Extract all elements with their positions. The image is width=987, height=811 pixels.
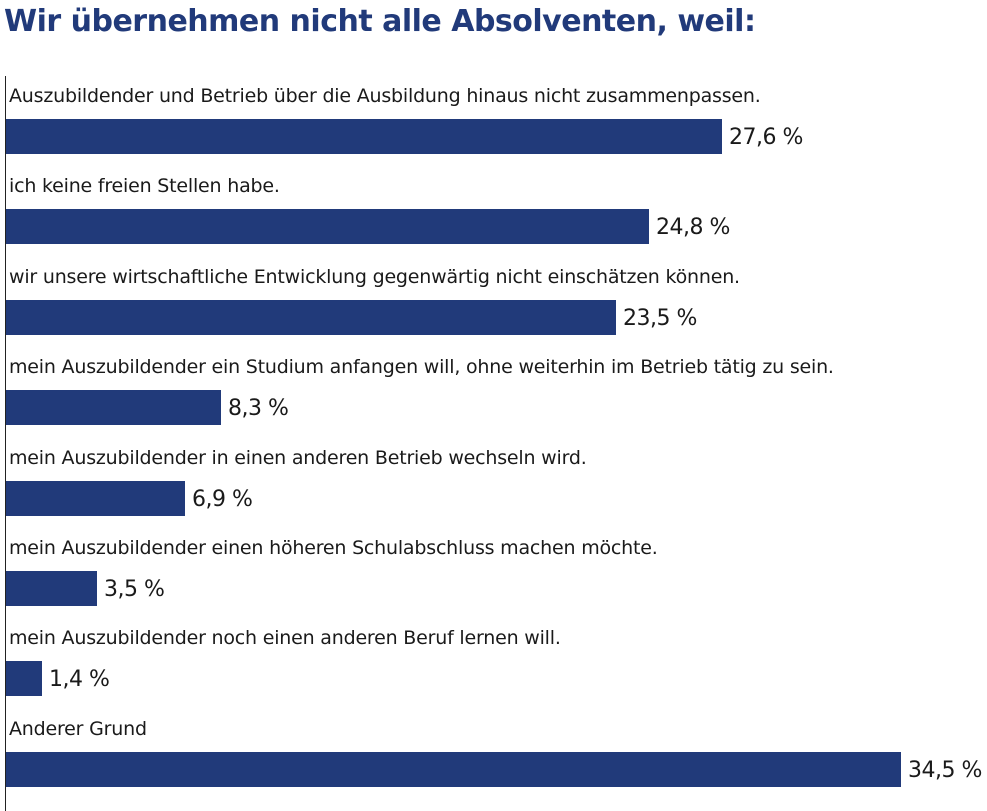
bar [6, 209, 649, 245]
category-label: Auszubildender und Betrieb über die Ausb… [9, 85, 761, 107]
category-label: mein Auszubildender in einen anderen Bet… [9, 446, 587, 469]
category-label: mein Auszubildender noch einen anderen B… [9, 627, 561, 650]
bar [6, 751, 901, 787]
category-label: ich keine freien Stellen habe. [9, 175, 280, 198]
bar-value-label: 27,6 % [729, 125, 803, 150]
bar [6, 390, 221, 426]
bar [6, 480, 185, 516]
bar-value-label: 23,5 % [623, 305, 697, 331]
bar-value-label: 34,5 % [908, 757, 982, 783]
bar [6, 661, 42, 697]
bar-value-label: 24,8 % [656, 215, 730, 241]
category-label: wir unsere wirtschaftliche Entwicklung g… [9, 265, 740, 288]
bar-value-label: 8,3 % [228, 396, 289, 422]
category-label: mein Auszubildender ein Studium anfangen… [9, 356, 834, 379]
category-axis-line [5, 76, 6, 811]
category-label: Anderer Grund [9, 717, 147, 740]
bar-value-label: 6,9 % [192, 486, 253, 512]
bar-value-label: 3,5 % [104, 577, 165, 602]
bar [6, 571, 97, 606]
bar-value-label: 1,4 % [49, 667, 110, 693]
category-label: mein Auszubildender einen höheren Schula… [9, 537, 658, 559]
chart-title: Wir übernehmen nicht alle Absolventen, w… [4, 4, 756, 39]
bar [6, 299, 616, 335]
bar [6, 119, 722, 154]
